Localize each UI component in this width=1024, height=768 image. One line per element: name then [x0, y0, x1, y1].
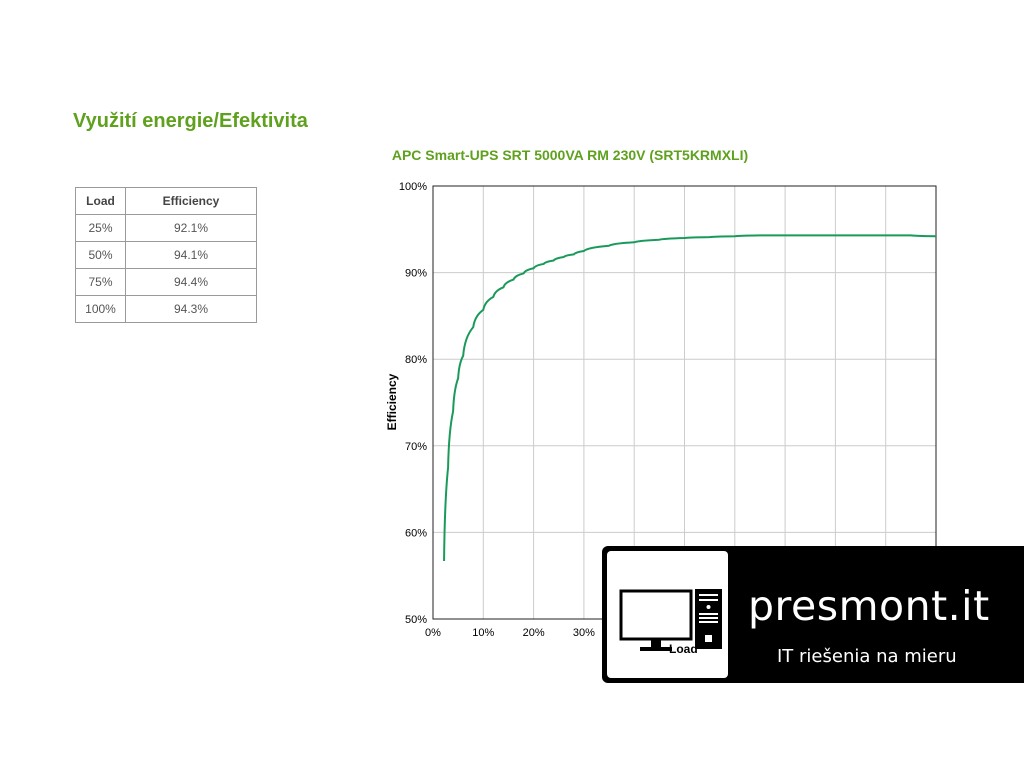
table-row: 25% 92.1% [75, 214, 257, 242]
column-header-efficiency: Efficiency [125, 187, 257, 215]
load-cell: 100% [75, 295, 126, 323]
efficiency-series-line [443, 234, 937, 561]
y-axis-label: Efficiency [385, 373, 399, 430]
page-heading: Využití energie/Efektivita [73, 110, 308, 132]
y-axis-ticks: 50% 60% 70% 80% 90% 100% [399, 181, 427, 626]
x-tick-label: 10% [472, 627, 494, 639]
y-tick-label: 90% [405, 268, 427, 280]
efficiency-table: Load Efficiency 25% 92.1% 50% 94.1% 75% … [75, 187, 257, 323]
y-tick-label: 60% [405, 527, 427, 539]
presmont-logo: presmont.it IT riešenia na mieru [602, 546, 1024, 683]
y-tick-label: 100% [399, 181, 427, 193]
column-header-load: Load [75, 187, 126, 215]
table-header-row: Load Efficiency [75, 187, 257, 215]
efficiency-cell: 92.1% [125, 214, 257, 242]
x-tick-label: 20% [523, 627, 545, 639]
load-cell: 25% [75, 214, 126, 242]
brand-tagline: IT riešenia na mieru [777, 646, 957, 667]
y-tick-label: 70% [405, 441, 427, 453]
brand-name: presmont.it [748, 582, 990, 630]
load-cell: 75% [75, 268, 126, 296]
y-tick-label: 80% [405, 354, 427, 366]
efficiency-cell: 94.4% [125, 268, 257, 296]
computer-icon [619, 589, 722, 651]
table-row: 75% 94.4% [75, 268, 257, 296]
x-tick-label: 30% [573, 627, 595, 639]
efficiency-cell: 94.3% [125, 295, 257, 323]
x-tick-label: 0% [425, 627, 441, 639]
chart-title: APC Smart-UPS SRT 5000VA RM 230V (SRT5KR… [391, 147, 749, 163]
x-axis-label: Load [669, 642, 698, 656]
table-row: 100% 94.3% [75, 295, 257, 323]
y-tick-label: 50% [405, 614, 427, 626]
logo-icon-box [607, 551, 728, 678]
